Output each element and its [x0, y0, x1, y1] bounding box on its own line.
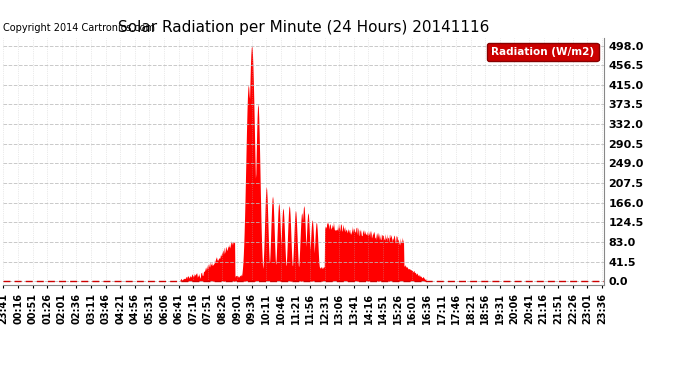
Text: Copyright 2014 Cartronics.com: Copyright 2014 Cartronics.com	[3, 22, 155, 33]
Title: Solar Radiation per Minute (24 Hours) 20141116: Solar Radiation per Minute (24 Hours) 20…	[118, 20, 489, 35]
Legend: Radiation (W/m2): Radiation (W/m2)	[487, 43, 598, 61]
